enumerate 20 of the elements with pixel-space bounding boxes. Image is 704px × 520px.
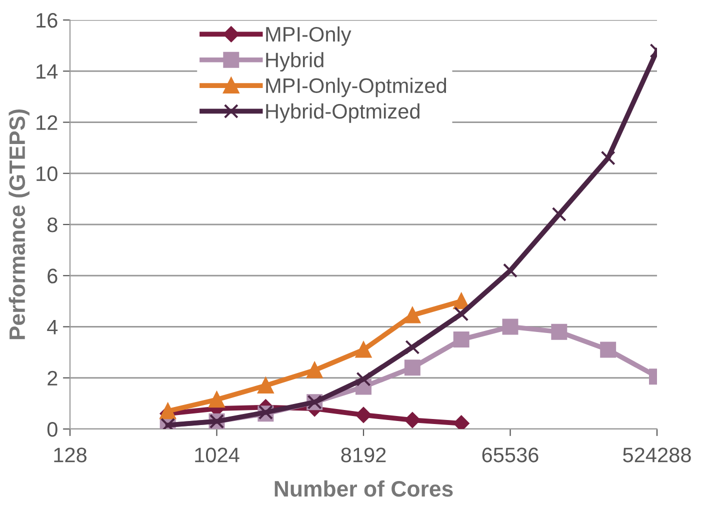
y-tick-label: 16 [36, 13, 58, 28]
legend-label: MPI-Only-Optmized [266, 78, 446, 98]
y-tick-label: 8 [48, 218, 58, 232]
y-tick-label: 4 [47, 320, 58, 334]
y-tick-label: 0 [47, 422, 58, 437]
y-tick-label: 6 [48, 268, 58, 284]
y-axis-title: Performance (GTEPS) [8, 110, 30, 340]
x-tick-label: 1024 [195, 448, 240, 462]
legend-label: MPI-Only [266, 26, 352, 46]
x-tick-label: 65536 [482, 448, 538, 462]
x-tick-label: 128 [54, 448, 86, 462]
y-tick-label: 12 [36, 115, 58, 130]
x-axis-title: Number of Cores [274, 480, 453, 497]
x-tick-label: 524288 [623, 448, 691, 462]
legend-label: Hybrid-Optmized [266, 103, 420, 123]
y-tick-label: 2 [48, 370, 58, 386]
x-tick-label: 8192 [341, 448, 386, 462]
y-tick-label: 10 [36, 166, 58, 182]
legend-label: Hybrid [266, 52, 324, 72]
y-tick-label: 14 [36, 64, 58, 79]
